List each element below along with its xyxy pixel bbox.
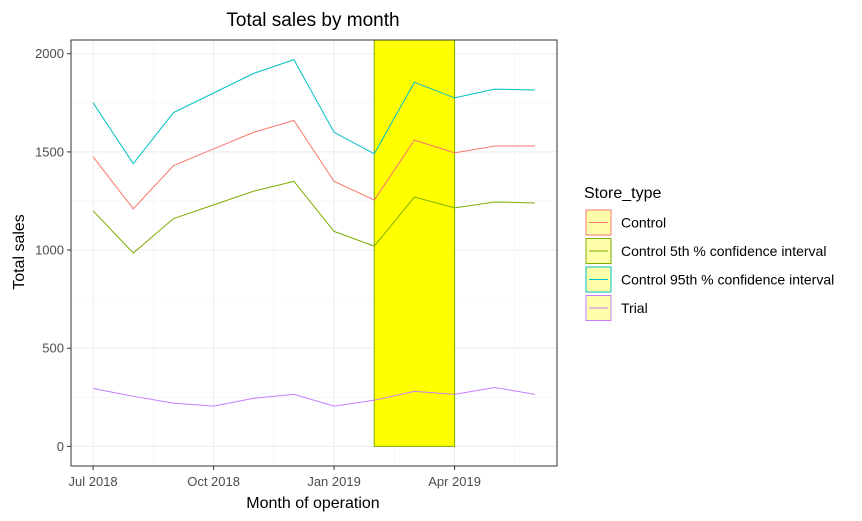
y-tick-label: 1500 xyxy=(35,144,64,159)
x-axis-title: Month of operation xyxy=(246,495,379,512)
x-tick-label: Oct 2018 xyxy=(187,474,240,489)
y-tick-label: 500 xyxy=(42,341,64,356)
legend: Store_type Control Control 5th % confiden… xyxy=(584,185,834,321)
series-line xyxy=(92,180,535,254)
y-tick-label: 2000 xyxy=(35,46,64,61)
chart-title: Total sales by month xyxy=(226,10,399,31)
x-tick-label: Jul 2018 xyxy=(69,474,118,489)
series-line xyxy=(92,386,535,407)
highlight-rect xyxy=(373,39,456,447)
y-tick-label: 1000 xyxy=(35,243,64,258)
legend-label: Trial xyxy=(621,300,648,316)
legend-title: Store_type xyxy=(584,185,661,202)
legend-label: Control xyxy=(621,215,666,231)
y-axis-title: Total sales xyxy=(11,214,28,290)
series-line xyxy=(92,119,535,210)
series-line xyxy=(92,59,535,165)
x-tick-label: Apr 2019 xyxy=(428,474,481,489)
legend-label: Control 5th % confidence interval xyxy=(621,243,826,259)
y-tick-label: 0 xyxy=(57,439,64,454)
x-tick-label: Jan 2019 xyxy=(307,474,361,489)
panel-border xyxy=(70,39,558,467)
legend-label: Control 95th % confidence interval xyxy=(621,272,834,288)
plot-panel: Jul 2018 Oct 2018 Jan 2019 Apr 2019 0 500 1000… xyxy=(35,39,558,489)
